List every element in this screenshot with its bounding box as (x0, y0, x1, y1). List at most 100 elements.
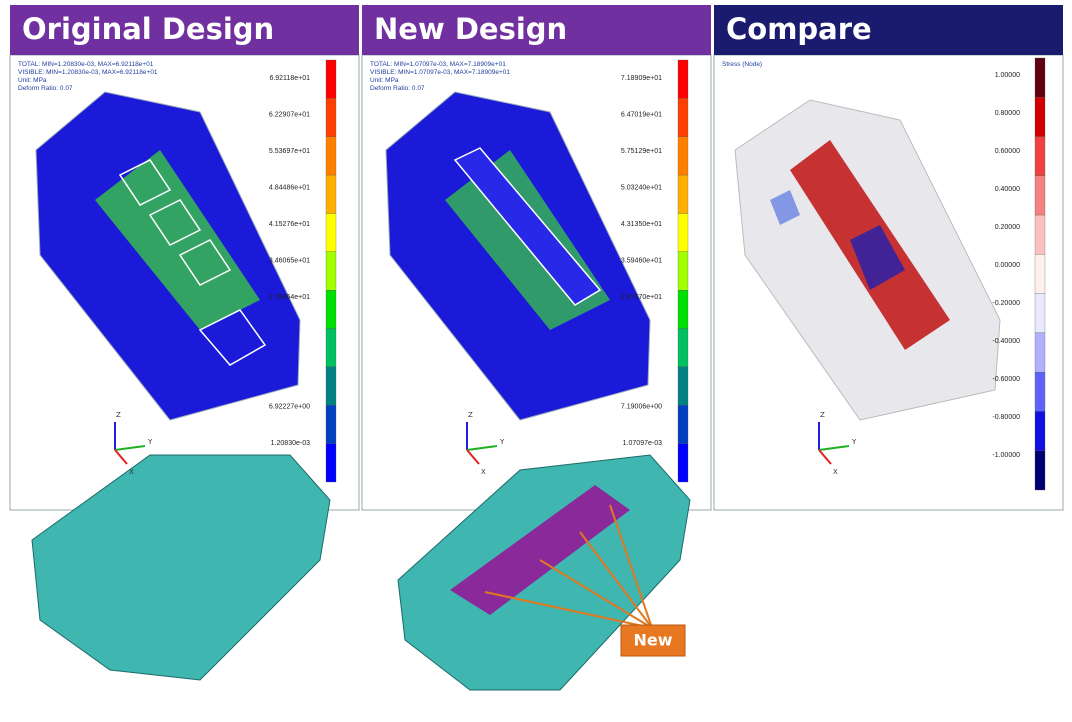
legend-label: 0.80000 (995, 110, 1020, 117)
axis-label: Z (820, 411, 825, 419)
colorbar-swatch (325, 213, 337, 252)
colorbar-swatch (1034, 450, 1046, 491)
legend-label: -0.60000 (992, 376, 1020, 383)
bottom-original (31, 454, 331, 681)
colorbar-swatch (1034, 175, 1046, 216)
legend-label: 4.31350e+01 (621, 221, 662, 228)
header-bar (362, 5, 711, 55)
axis-label: Y (499, 438, 505, 446)
info-line: Deform Ratio: 0.07 (18, 85, 73, 92)
colorbar-swatch (677, 405, 689, 444)
callout-box (620, 624, 686, 657)
axis-x (818, 449, 832, 465)
axis-label: X (833, 468, 838, 476)
render-new (385, 91, 651, 421)
legend-label: 0.00000 (995, 262, 1020, 269)
header-bar (10, 5, 359, 55)
info-line: Unit: MPa (18, 77, 47, 84)
axis-x (466, 449, 480, 465)
axis-label: Y (147, 438, 153, 446)
legend-label: -0.40000 (992, 338, 1020, 345)
legend-label: 6.22907e+01 (269, 111, 310, 118)
colorbar-swatch (1034, 411, 1046, 451)
colorbar-swatch (1034, 372, 1046, 412)
colorbar-swatch (1034, 214, 1046, 255)
legend-label: 0.40000 (995, 186, 1020, 193)
colorbar-swatch (677, 98, 689, 137)
colorbar-swatch (1034, 136, 1046, 176)
colorbar-swatch (677, 136, 689, 176)
legend-label: 4.84486e+01 (269, 184, 310, 191)
colorbar-swatch (325, 98, 337, 137)
colorbar-swatch (325, 136, 337, 176)
legend-label: 5.75129e+01 (621, 148, 662, 155)
colorbar-swatch (325, 328, 337, 368)
legend-label: -0.20000 (992, 300, 1020, 307)
legend-label: 1.07097e-03 (623, 440, 662, 447)
info-line: VISIBLE: MIN=1.20830e-03, MAX=6.92118e+0… (18, 69, 158, 76)
colorbar-swatch (325, 366, 337, 406)
legend-label: 3.59460e+01 (621, 257, 662, 264)
legend-label: 4.15276e+01 (269, 221, 310, 228)
colorbar-swatch (1034, 332, 1046, 373)
axis-label: X (481, 468, 486, 476)
legend-label: 7.18909e+01 (621, 75, 662, 82)
legend-label: 6.92118e+01 (269, 75, 310, 82)
colorbar-swatch (677, 328, 689, 368)
header-title: Compare (726, 12, 872, 46)
colorbar-swatch (677, 251, 689, 291)
axis-y (466, 445, 498, 451)
colorbar-swatch (325, 405, 337, 444)
colorbar-swatch (325, 59, 337, 99)
header-title: New Design (374, 12, 567, 46)
info-line: VISIBLE: MIN=1.07097e-03, MAX=7.18909e+0… (370, 69, 510, 76)
bottom-new (397, 454, 691, 691)
legend-label: 0.20000 (995, 224, 1020, 231)
legend-label: 5.53697e+01 (269, 148, 310, 155)
colorbar-swatch (1034, 97, 1046, 137)
header-title: Original Design (22, 12, 274, 46)
legend-label: 3.46065e+01 (269, 257, 310, 264)
colorbar-swatch (677, 59, 689, 99)
legend-label: 2.76854e+01 (269, 294, 310, 301)
colorbar-swatch (1034, 254, 1046, 294)
render-original (35, 91, 301, 421)
legend-label: 1.00000 (995, 72, 1020, 79)
colorbar-swatch (677, 290, 689, 329)
colorbar-swatch (677, 366, 689, 406)
colorbar-swatch (677, 213, 689, 252)
render-compare (734, 99, 1001, 421)
legend-label: 6.92227e+00 (269, 403, 310, 410)
legend-label: 6.47019e+01 (621, 111, 662, 118)
legend-label: 5.03240e+01 (621, 184, 662, 191)
colorbar-swatch (677, 443, 689, 483)
callout-label: New (633, 631, 672, 650)
header-bar (714, 5, 1063, 55)
info-line: Deform Ratio: 0.07 (370, 85, 425, 92)
legend-label: -0.80000 (992, 414, 1020, 421)
legend-label: 7.19006e+00 (621, 403, 662, 410)
colorbar-swatch (325, 290, 337, 329)
legend-label: 0.60000 (995, 148, 1020, 155)
colorbar-swatch (325, 251, 337, 291)
axis-label: Z (116, 411, 121, 419)
colorbar-swatch (1034, 57, 1046, 98)
info-line: TOTAL: MIN=1.07097e-03, MAX=7.18909e+01 (370, 61, 506, 68)
legend-label: 1.20830e-03 (271, 440, 310, 447)
legend-label: -1.00000 (992, 452, 1020, 459)
colorbar-swatch (325, 443, 337, 483)
colorbar-swatch (677, 174, 689, 214)
callout-arrows (484, 504, 653, 629)
axis-label: Z (468, 411, 473, 419)
axis-label: X (129, 468, 134, 476)
info-line: Stress (Node) (722, 61, 762, 68)
axis-label: Y (851, 438, 857, 446)
info-line: Unit: MPa (370, 77, 399, 84)
legend-label: 2.87570e+01 (621, 294, 662, 301)
colorbar-swatch (325, 174, 337, 214)
info-line: TOTAL: MIN=1.20830e-03, MAX=6.92118e+01 (18, 61, 154, 68)
axis-x (114, 449, 128, 465)
axis-y (114, 445, 146, 451)
axis-y (818, 445, 850, 451)
